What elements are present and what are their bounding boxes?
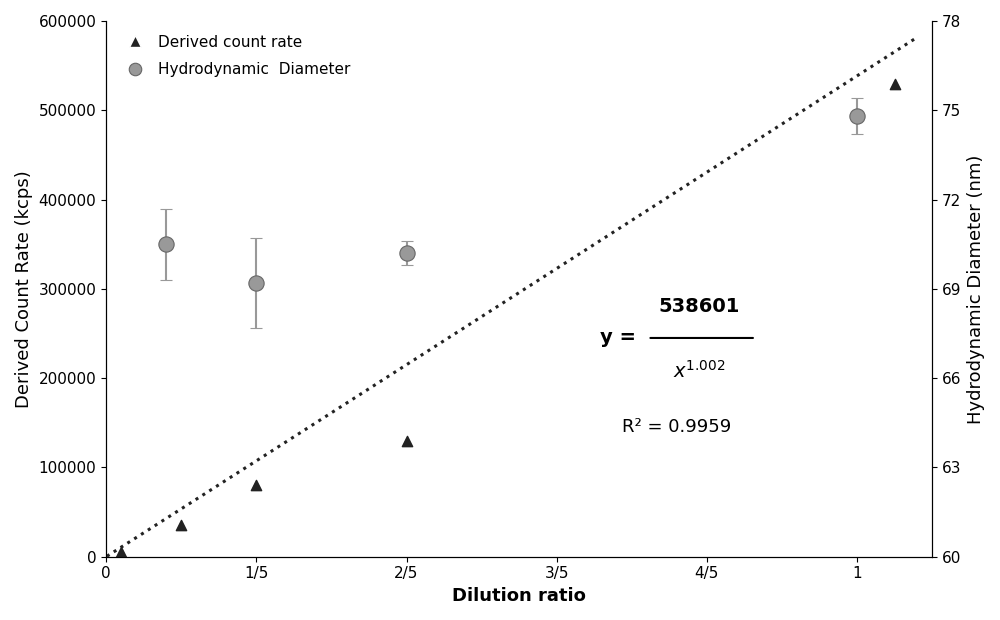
Point bbox=[399, 436, 415, 446]
Point bbox=[887, 79, 903, 89]
Point bbox=[113, 547, 129, 557]
Text: $x^{1.002}$: $x^{1.002}$ bbox=[673, 360, 726, 382]
Point bbox=[248, 480, 264, 490]
Text: R² = 0.9959: R² = 0.9959 bbox=[622, 418, 732, 436]
Text: 538601: 538601 bbox=[659, 296, 740, 316]
Legend: Derived count rate, Hydrodynamic  Diameter: Derived count rate, Hydrodynamic Diamete… bbox=[114, 29, 357, 83]
Point bbox=[173, 521, 189, 531]
Text: y =: y = bbox=[600, 329, 643, 347]
Y-axis label: Derived Count Rate (kcps): Derived Count Rate (kcps) bbox=[15, 170, 33, 408]
X-axis label: Dilution ratio: Dilution ratio bbox=[452, 587, 586, 605]
Y-axis label: Hydrodynamic Diameter (nm): Hydrodynamic Diameter (nm) bbox=[967, 154, 985, 423]
